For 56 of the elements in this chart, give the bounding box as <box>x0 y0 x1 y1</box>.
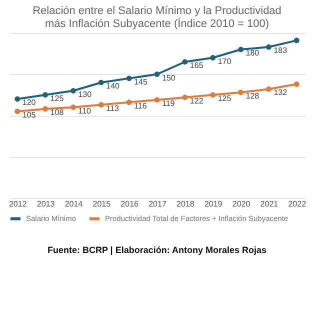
point <box>238 90 244 96</box>
data-label: 125 <box>50 94 64 103</box>
point <box>210 92 216 98</box>
data-label: 140 <box>106 82 120 90</box>
point <box>266 44 272 50</box>
point <box>154 72 160 77</box>
x-tick-label: 2019 <box>204 200 223 208</box>
point <box>42 106 48 112</box>
data-label: 116 <box>134 101 148 110</box>
x-tick-label: 2016 <box>120 200 140 208</box>
data-label: 108 <box>50 108 64 117</box>
data-label: 170 <box>218 56 232 66</box>
data-label: 130 <box>78 90 92 99</box>
point <box>126 100 132 106</box>
data-label: 110 <box>78 106 92 116</box>
text: Relación entre el Salario Mínimo y la Productividad <box>32 5 282 17</box>
data-label: 128 <box>246 91 260 100</box>
point <box>70 88 76 94</box>
data-label: 122 <box>190 96 204 106</box>
point <box>14 96 20 102</box>
x-tick-label: 2021 <box>260 200 279 208</box>
point <box>14 108 20 114</box>
point <box>154 97 160 103</box>
point <box>182 94 188 100</box>
point <box>98 80 104 86</box>
x-tick-label: 2013 <box>36 200 56 208</box>
point <box>266 86 272 92</box>
x-tick-label: 2022 <box>288 200 307 208</box>
point <box>238 46 244 52</box>
x-tick-label: 2015 <box>92 200 112 208</box>
point <box>182 59 188 65</box>
x-tick-label: 2020 <box>232 200 251 208</box>
point <box>294 38 300 44</box>
data-label: 113 <box>106 104 120 113</box>
data-label: 165 <box>190 60 204 70</box>
x-tick-label: 2018 <box>176 200 195 208</box>
point <box>42 92 48 98</box>
data-label: 125 <box>218 94 232 103</box>
data-label: 180 <box>246 48 260 58</box>
data-label: 119 <box>162 98 176 108</box>
data-label: 145 <box>134 77 148 86</box>
x-tick-label: 2012 <box>8 200 28 208</box>
point <box>126 76 132 82</box>
x-tick-label: 2014 <box>64 200 84 208</box>
point <box>98 102 104 108</box>
point <box>210 55 216 60</box>
data-label: 183 <box>274 46 288 56</box>
text: más Inflación Subyacente (Índice 2010 = 100) <box>44 18 270 30</box>
data-label: 132 <box>274 88 288 98</box>
point <box>294 81 300 87</box>
data-label: 150 <box>162 73 176 82</box>
data-label: 120 <box>22 98 36 107</box>
source-note: Fuente: BCRP | Elaboración: Antony Morales Rojas <box>47 245 267 255</box>
x-tick-label: 2017 <box>148 200 167 208</box>
point <box>70 104 76 110</box>
data-label: 105 <box>22 110 36 120</box>
